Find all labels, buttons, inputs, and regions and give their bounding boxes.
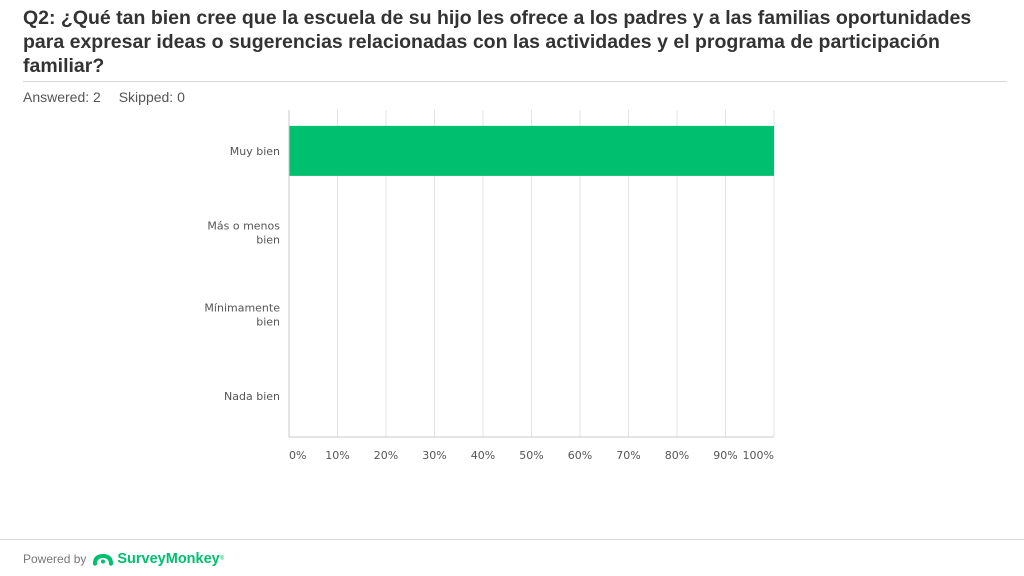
footer: Powered by SurveyMonkey ®: [23, 548, 224, 570]
x-tick-label: 20%: [374, 449, 398, 462]
powered-by-label: Powered by: [23, 552, 87, 566]
footer-divider: [0, 539, 1024, 540]
x-tick-label: 60%: [568, 449, 592, 462]
category-label: Mínimamente bien: [204, 301, 280, 328]
category-label: Más o menos bien: [207, 220, 280, 247]
x-tick-label: 80%: [665, 449, 689, 462]
surveymonkey-brand: SurveyMonkey: [117, 551, 220, 567]
skipped-count: Skipped: 0: [118, 89, 185, 105]
x-tick-label: 100%: [743, 449, 774, 462]
x-tick-label: 70%: [616, 449, 640, 462]
x-tick-label: 0%: [289, 449, 306, 462]
x-tick-label: 40%: [471, 449, 495, 462]
x-tick-label: 30%: [422, 449, 446, 462]
x-tick-label: 90%: [713, 449, 737, 462]
bar-chart: Muy bien Más o menos bien Mínimamente bien Na…: [204, 110, 775, 462]
bar: [289, 125, 774, 176]
x-tick-label: 50%: [519, 449, 543, 462]
question-title: Q2: ¿Qué tan bien cree que la escuela de…: [23, 7, 972, 77]
category-label: Nada bien: [224, 390, 280, 403]
surveymonkey-logo-icon: [93, 554, 114, 566]
x-tick-label: 10%: [325, 449, 349, 462]
answered-count: Answered: 2: [23, 89, 101, 105]
brand-mark: ®: [219, 556, 225, 562]
response-stats: Answered: 2 Skipped: 0: [23, 89, 185, 105]
category-label: Muy bien: [230, 145, 280, 158]
title-divider: [23, 81, 1007, 82]
surveymonkey-logo[interactable]: SurveyMonkey ®: [92, 551, 224, 567]
